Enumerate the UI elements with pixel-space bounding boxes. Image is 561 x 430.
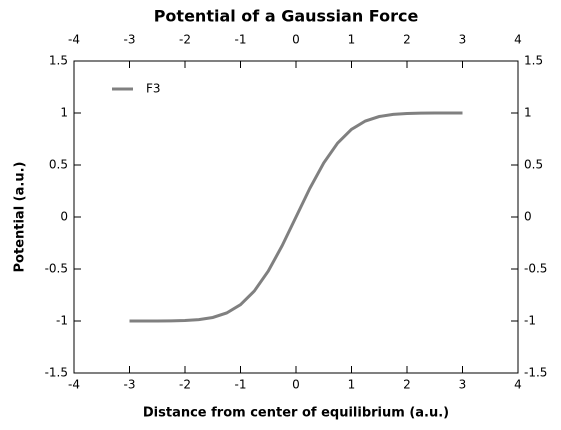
x-tick-label: -1	[235, 378, 247, 392]
y-tick-label-right: 1	[524, 106, 532, 120]
chart-title: Potential of a Gaussian Force	[154, 7, 419, 26]
y-tick-label-right: -1.5	[524, 366, 547, 380]
y-tick-label: -1.5	[45, 366, 68, 380]
x-tick-label-top: 3	[459, 33, 467, 47]
x-tick-label-top: -1	[235, 33, 247, 47]
x-tick-label-top: -3	[124, 33, 136, 47]
x-tick-label-top: 4	[514, 33, 522, 47]
x-tick-label: -3	[124, 378, 136, 392]
y-tick-label: 0.5	[49, 158, 68, 172]
line	[129, 111, 463, 323]
y-tick-label-right: -0.5	[524, 262, 547, 276]
y-tick-label-right: 1.5	[524, 54, 543, 68]
x-tick-label-top: -4	[68, 33, 80, 47]
legend-label: F3	[146, 82, 161, 96]
y-tick-label-right: 0.5	[524, 158, 543, 172]
y-tick-label: -1	[56, 314, 68, 328]
x-axis-label: Distance from center of equilibrium (a.u…	[143, 406, 449, 421]
x-tick-label-top: 1	[348, 33, 356, 47]
y-tick-label: -0.5	[45, 262, 68, 276]
x-tick-label-top: -2	[179, 33, 191, 47]
x-tick-label: -4	[68, 378, 80, 392]
y-tick-label: 0	[60, 210, 68, 224]
x-tick-label: -2	[179, 378, 191, 392]
x-tick-label: 4	[514, 378, 522, 392]
x-tick-label: 3	[459, 378, 467, 392]
y-tick-label: 1	[60, 106, 68, 120]
x-tick-label-top: 2	[403, 33, 411, 47]
x-tick-label-top: 0	[292, 33, 300, 47]
y-tick-label-right: -1	[524, 314, 536, 328]
x-tick-label: 2	[403, 378, 411, 392]
y-axis-label: Potential (a.u.)	[13, 162, 28, 273]
y-tick-label: 1.5	[49, 54, 68, 68]
x-tick-label: 0	[292, 378, 300, 392]
x-tick-label: 1	[348, 378, 356, 392]
y-tick-label-right: 0	[524, 210, 532, 224]
